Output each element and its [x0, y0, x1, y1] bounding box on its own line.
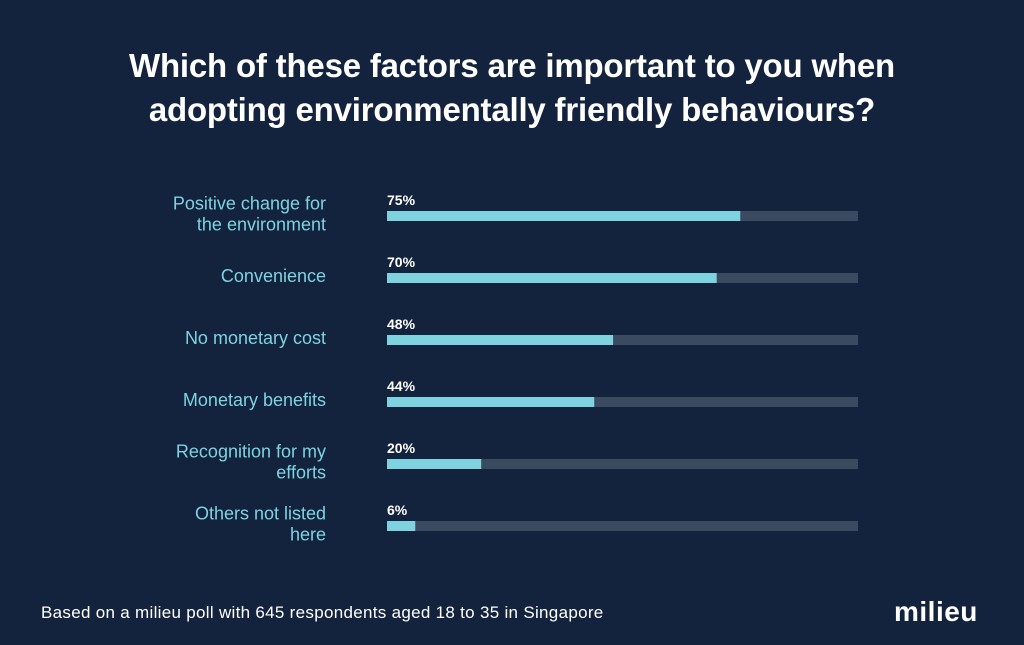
bar [387, 459, 482, 469]
bar-row: 48% No monetary cost [185, 316, 858, 348]
category-label: No monetary cost [185, 328, 326, 348]
category-label-line: Monetary benefits [183, 390, 326, 410]
value-label: 70% [387, 254, 416, 270]
category-label-line: Others not listed [195, 504, 326, 524]
category-label: Recognition for my efforts [176, 442, 326, 483]
value-label: 75% [387, 192, 416, 208]
milieu-logo: milieu [894, 596, 978, 627]
value-label: 6% [387, 502, 408, 518]
category-label-line: efforts [276, 463, 326, 483]
bar-row: 70% Convenience [221, 254, 858, 286]
footnote: Based on a milieu poll with 645 responde… [41, 603, 604, 622]
category-label: Monetary benefits [183, 390, 326, 410]
category-label-line: Convenience [221, 266, 326, 286]
category-label-line: Positive change for [173, 194, 326, 214]
category-label-line: here [290, 525, 326, 545]
bar-row: 75% Positive change for the environment [173, 192, 858, 235]
bar-track [387, 397, 858, 407]
category-label-line: No monetary cost [185, 328, 326, 348]
bar-track [387, 459, 858, 469]
bar-track [387, 521, 858, 531]
bar-row: 44% Monetary benefits [183, 378, 858, 410]
bar-row: 6% Others not listed here [195, 502, 858, 545]
bar-track [387, 335, 858, 345]
bar [387, 521, 416, 531]
chart-title: Which of these factors are important to … [0, 44, 1024, 132]
value-label: 48% [387, 316, 416, 332]
bar-row: 20% Recognition for my efforts [176, 440, 858, 483]
category-label-line: Recognition for my [176, 442, 326, 462]
bar [387, 273, 717, 283]
value-label: 44% [387, 378, 416, 394]
bar [387, 211, 741, 221]
bar [387, 335, 614, 345]
bar [387, 397, 595, 407]
chart-title-line-1: Which of these factors are important to … [129, 47, 895, 84]
category-label: Convenience [221, 266, 326, 286]
value-label: 20% [387, 440, 416, 456]
category-label: Positive change for the environment [173, 194, 326, 235]
chart-title-line-2: adopting environmentally friendly behavi… [148, 91, 876, 128]
category-label-line: the environment [197, 215, 326, 235]
category-label: Others not listed here [195, 504, 326, 545]
